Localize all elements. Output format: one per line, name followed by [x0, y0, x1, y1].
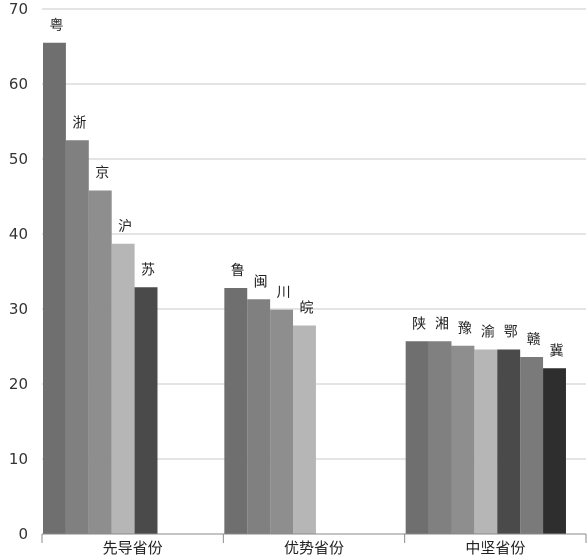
bar-label: 京 — [95, 166, 109, 182]
bar-labels: 粤浙京沪苏 鲁闽川皖陕湘豫渝鄂赣冀 — [49, 18, 563, 360]
bar — [224, 288, 248, 534]
bar — [497, 349, 521, 534]
bar-label: 渝 — [481, 325, 495, 341]
y-tick-label: 0 — [18, 525, 28, 543]
bar-label: 赣 — [527, 332, 541, 348]
bar-label: 鄂 — [504, 325, 518, 341]
bar-label: 陕 — [412, 316, 426, 332]
y-tick-label: 10 — [9, 450, 28, 468]
category-label: 优势省份 — [284, 539, 344, 557]
bar-label: 豫 — [458, 321, 472, 337]
bar-label: 湘 — [435, 316, 449, 332]
bar — [451, 345, 475, 534]
bar-label: 川 — [277, 285, 291, 301]
bar — [111, 243, 135, 534]
bar — [134, 287, 158, 534]
y-axis-ticks: 0 10 20 30 40 50 60 70 — [9, 0, 28, 543]
bar-label: 沪 — [118, 219, 132, 235]
bar-label: 冀 — [550, 343, 564, 359]
bar — [520, 357, 544, 534]
y-tick-label: 70 — [9, 0, 28, 18]
bar — [270, 309, 294, 534]
category-label: 先导省份 — [103, 539, 163, 557]
bar — [293, 325, 316, 534]
y-tick-label: 50 — [9, 150, 28, 168]
y-tick-label: 60 — [9, 75, 28, 93]
bar — [428, 341, 452, 534]
bar — [65, 140, 89, 534]
y-tick-label: 40 — [9, 225, 28, 243]
bars — [43, 42, 566, 534]
category-labels: 先导省份 优势省份 中坚省份 — [41, 534, 587, 557]
bar-label: 苏 — [141, 262, 155, 278]
bar-label: 闽 — [254, 274, 268, 290]
bar — [543, 368, 566, 534]
bar — [88, 190, 112, 534]
bar-label: 皖 — [299, 301, 313, 317]
bar-label: 浙 — [72, 115, 86, 131]
bar-label: 粤 — [49, 18, 63, 34]
category-label: 中坚省份 — [465, 539, 525, 557]
y-tick-label: 20 — [9, 375, 28, 393]
bar-label: 鲁 — [231, 263, 245, 279]
y-tick-label: 30 — [9, 300, 28, 318]
bar — [43, 42, 66, 534]
bar — [474, 349, 498, 534]
bar — [405, 341, 429, 534]
bar — [247, 299, 271, 534]
